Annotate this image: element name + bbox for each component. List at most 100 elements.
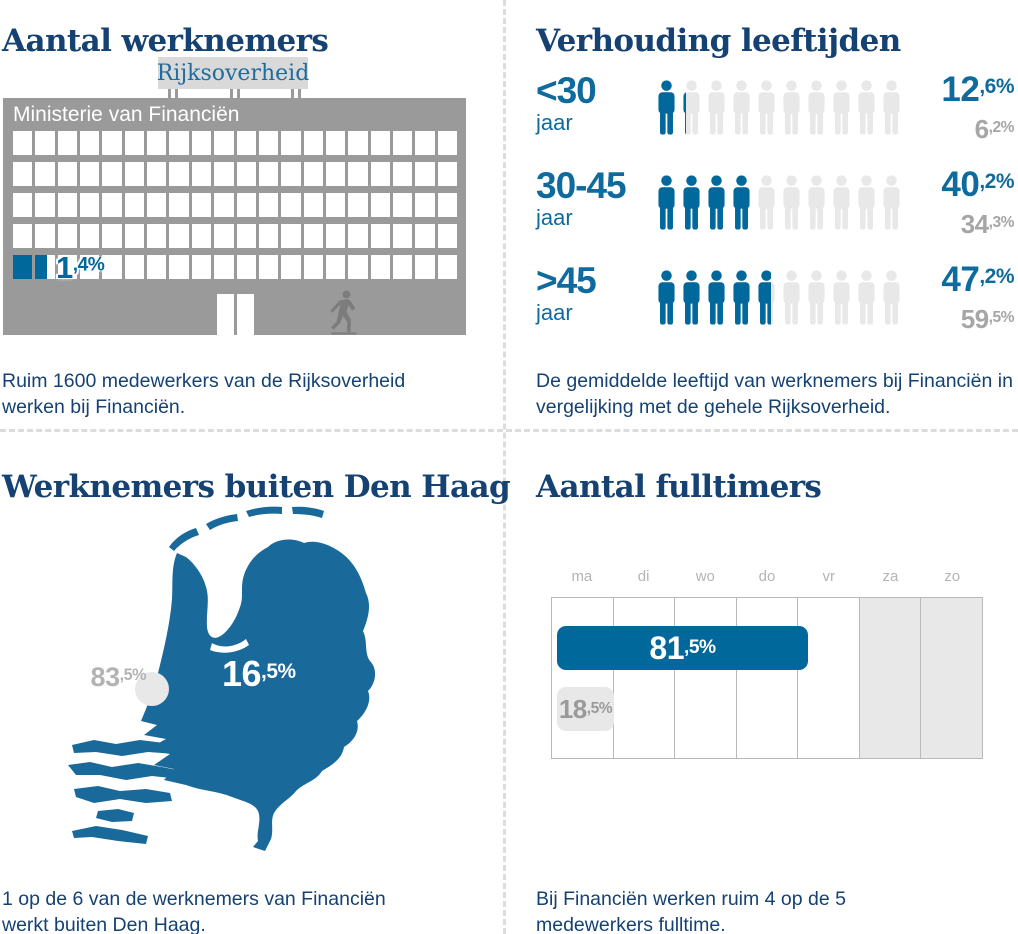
building-window [325,131,346,155]
person-icon [781,79,802,136]
parttime-chip: 18,5% [557,687,614,731]
building-window [147,193,167,217]
building-windows [13,131,457,279]
age-row-30: <30 jaar 12,6% 6,2% [536,70,1015,144]
person-icon [831,174,852,231]
building-window [35,131,55,155]
person-icon [756,269,777,326]
outside-title: Werknemers buiten Den Haag [2,468,511,505]
building-window [258,224,279,248]
age-row-30-45: 30-45 jaar 40,2% 34,3% [536,165,1015,237]
building-window [80,162,100,186]
building-window [348,193,368,217]
rijksoverheid-value: 6,2% [974,114,1015,144]
building-window [392,193,413,217]
sign-leg [298,89,301,98]
building-window [303,162,323,186]
building-window [147,162,167,186]
person-icon [881,269,902,326]
building-window [281,255,301,279]
building-window [348,162,368,186]
building-window [437,255,457,279]
building-window [124,255,145,279]
building-window [392,162,413,186]
week-column-di [614,598,676,758]
building-window [13,224,33,248]
building-window [124,193,145,217]
building-window [214,255,234,279]
building-window [236,131,256,155]
building-window [124,131,145,155]
building-window [415,193,435,217]
building-window [437,224,457,248]
building-window [80,224,100,248]
person-icon [681,79,702,136]
building-window [169,224,189,248]
walking-person-icon [330,290,357,335]
building-window [191,162,212,186]
building-window [281,224,301,248]
building-window [35,193,55,217]
building-window [258,255,279,279]
building-window [392,224,413,248]
building-window [370,255,390,279]
sign-leg [230,89,233,98]
age-row-45: >45 jaar 47,2% 59,5% [536,260,1015,332]
person-icon [881,174,902,231]
ages-caption: De gemiddelde leeftijd van werknemers bi… [536,369,1013,419]
building-window [325,224,346,248]
sign-leg [237,89,240,98]
building-window [437,131,457,155]
building-window [102,162,122,186]
person-icon [706,269,727,326]
building-window [57,162,78,186]
financien-value: 12,6% [941,70,1014,109]
employees-percentage: 1,4% [56,250,105,285]
building-window [236,255,256,279]
building-window [348,224,368,248]
building-window [102,255,122,279]
financien-value: 47,2% [941,260,1014,299]
ministry-building-illustration: Ministerie van Financiën 1,4% [3,98,466,335]
building-label: Ministerie van Financiën [13,103,240,126]
den-haag-percentage: 83,5% [90,662,147,692]
building-window [191,224,212,248]
building-window [102,224,122,248]
age-label: 30-45 jaar [536,167,627,229]
building-window [303,131,323,155]
employees-title: Aantal werknemers [2,22,329,59]
weekday-label-zo: zo [944,568,961,585]
person-icon [756,174,777,231]
horizontal-divider [0,429,1018,432]
fulltime-bar: 81,5% [557,626,808,670]
building-window [370,131,390,155]
building-window [124,162,145,186]
building-window [80,255,100,279]
building-window [214,131,234,155]
age-icons [656,79,902,136]
building-window [415,255,435,279]
rijksoverheid-sign: Rijksoverheid [157,57,309,89]
person-icon [856,79,877,136]
person-icon [731,79,752,136]
person-icon [681,174,702,231]
person-icon [881,79,902,136]
person-icon [831,79,852,136]
building-window [147,224,167,248]
person-icon [756,79,777,136]
building-window [325,255,346,279]
week-column-za [859,598,922,758]
building-window [80,193,100,217]
netherlands-map [60,495,420,861]
financien-value: 40,2% [941,165,1014,204]
vertical-divider [503,0,506,934]
weekday-label-ma: ma [571,568,593,585]
week-grid [551,597,983,759]
building-door [217,294,254,335]
sign-leg [168,89,171,98]
week-column-ma [552,598,614,758]
building-window [13,193,33,217]
building-window [57,131,78,155]
age-label: >45 jaar [536,262,597,324]
weekday-label-vr: vr [822,568,835,585]
